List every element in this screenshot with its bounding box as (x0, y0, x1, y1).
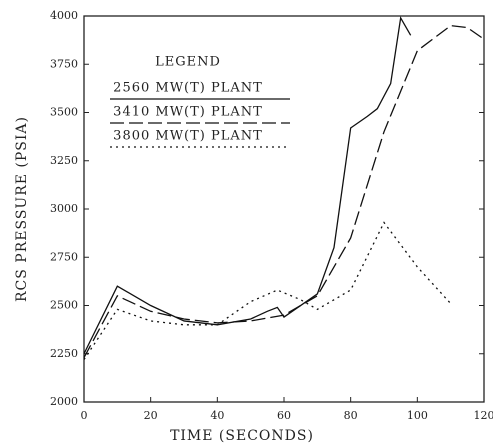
y-tick-label: 3250 (50, 154, 78, 167)
series-line (83, 15, 412, 355)
y-tick-label: 3750 (50, 57, 78, 70)
plot-frame (83, 15, 485, 403)
y-tick-label: 2000 (50, 395, 78, 408)
series-line (83, 24, 485, 358)
x-axis-title: TIME (SECONDS) (170, 428, 314, 444)
legend-title: LEGEND (155, 55, 221, 70)
x-tick-label: 100 (407, 409, 428, 422)
x-tick-label: 0 (81, 409, 88, 422)
y-tick-label: 3500 (50, 106, 78, 119)
y-tick-label: 4000 (50, 9, 78, 22)
y-tick-label: 2500 (50, 299, 78, 312)
series-line (83, 221, 452, 360)
x-tick-label: 120 (474, 409, 493, 422)
y-tick-label: 2250 (50, 347, 78, 360)
x-tick-label: 40 (210, 409, 224, 422)
legend-label: 2560 MW(T) PLANT (113, 81, 263, 96)
x-tick-label: 20 (144, 409, 158, 422)
x-tick-label: 80 (344, 409, 358, 422)
x-tick-label: 60 (277, 409, 291, 422)
legend-label: 3800 MW(T) PLANT (113, 129, 263, 144)
y-axis-title: RCS PRESSURE (PSIA) (14, 116, 30, 302)
y-tick-label: 2750 (50, 250, 78, 263)
legend-label: 3410 MW(T) PLANT (113, 105, 263, 120)
y-tick-label: 3000 (50, 202, 78, 215)
